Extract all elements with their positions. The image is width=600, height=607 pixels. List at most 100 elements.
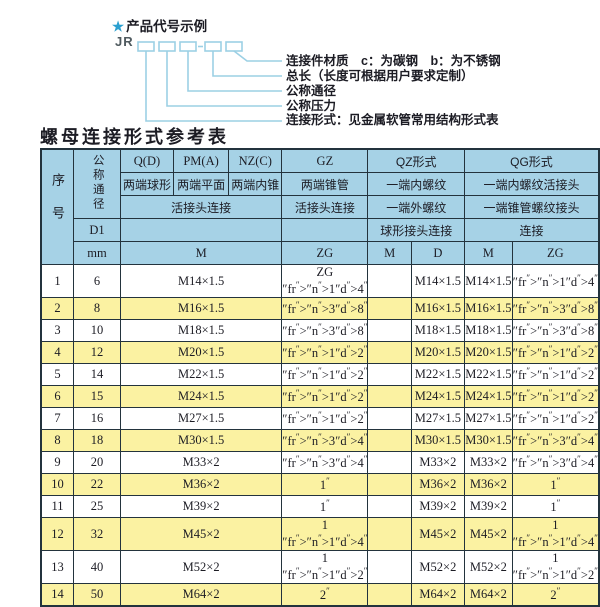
qg-m-value: M22×1.5 <box>463 363 513 386</box>
qg-zg-value: ″fr″>″n″>1″d″>4″ <box>511 264 600 298</box>
gz-zg-value: ″fr″>″n″>3″d″>4″ <box>281 451 369 474</box>
code-box <box>225 41 243 52</box>
row-number: 14 <box>40 583 74 607</box>
gz-zg-value: ″fr″>″n″>1″d″>2″ <box>281 407 369 430</box>
diagram-label-connection: 连接形式：见金属软管常用结构形式表 <box>286 113 499 127</box>
table-row: 1 6 M14×1.5 ZG ″fr″>″n″>1″d″>4″ M14×1.5 M14×1… <box>40 264 600 298</box>
product-code-heading: ★ 产品代号示例 <box>112 15 207 35</box>
header-col-qz-d: D <box>410 241 465 265</box>
m-thread-value: M64×2 <box>119 583 283 607</box>
header-group-gz: GZ <box>281 148 369 173</box>
pointer-line <box>187 51 282 92</box>
header-col-m: M <box>119 241 283 265</box>
nominal-diameter-value: 12 <box>72 341 121 364</box>
table-row: 3 10 M18×1.5 ″fr″>″n″>3″d″>8″ M18×1.5 M18×1.5… <box>40 319 600 342</box>
table-row: 6 15 M24×1.5 ″fr″>″n″>1″d″>2″ M24×1.5 M24×1.5… <box>40 385 600 408</box>
header-unit-mm: mm <box>72 241 121 265</box>
row-number: 11 <box>40 495 74 518</box>
gz-zg-value: ″fr″>″n″>1″d″>2″ <box>281 385 369 408</box>
pointer-line <box>145 51 282 122</box>
pointer-line <box>212 51 282 77</box>
qz-d-value: M64×2 <box>410 583 465 607</box>
qz-m-value <box>367 264 412 298</box>
header-group-nzc: NZ(C) <box>228 148 283 173</box>
table-row: 2 8 M16×1.5 ″fr″>″n″>3″d″>8″ M16×1.5 M16×1.5 ″… <box>40 297 600 320</box>
nominal-diameter-value: 20 <box>72 451 121 474</box>
qz-d-value: M24×1.5 <box>410 385 465 408</box>
nominal-diameter-value: 6 <box>72 264 121 298</box>
qz-m-value <box>367 363 412 386</box>
table-row: 12 32 M45×2 1 ″fr″>″n″>1″d″>4″ M45×2 M45×2 1 ″… <box>40 517 600 551</box>
row-number: 12 <box>40 517 74 551</box>
qg-zg-value: 1 ″fr″>″n″>1″d″>2″ <box>511 550 600 584</box>
diagram-label-material: 连接件材质 c：为碳钢 b：为不锈钢 <box>286 54 501 68</box>
gz-zg-value: ″fr″>″n″>1″d″>2″ <box>281 363 369 386</box>
qz-m-value <box>367 451 412 474</box>
table-row: 4 12 M20×1.5 ″fr″>″n″>1″d″>2″ M20×1.5 M20×1.5… <box>40 341 600 364</box>
table-row: 7 16 M27×1.5 ″fr″>″n″>1″d″>2″ M27×1.5 M27×1.5… <box>40 407 600 430</box>
m-thread-value: M45×2 <box>119 517 283 551</box>
code-box <box>158 41 176 52</box>
nut-connection-table: 序号 公称通径 Q(D) PM(A) NZ(C) GZ QZ形式 QG形式 两端… <box>40 148 600 607</box>
header-col-qg-zg: ZG <box>511 241 600 265</box>
m-thread-value: M20×1.5 <box>119 341 283 364</box>
row-number: 1 <box>40 264 74 298</box>
table-header: 序号 公称通径 Q(D) PM(A) NZ(C) GZ QZ形式 QG形式 两端… <box>40 148 600 265</box>
m-thread-value: M16×1.5 <box>119 297 283 320</box>
table-row: 9 20 M33×2 ″fr″>″n″>3″d″>4″ M33×2 M33×2 ″fr″>″… <box>40 451 600 474</box>
row-number: 5 <box>40 363 74 386</box>
m-thread-value: M30×1.5 <box>119 429 283 452</box>
row-number: 2 <box>40 297 74 320</box>
m-thread-value: M14×1.5 <box>119 264 283 298</box>
m-thread-value: M36×2 <box>119 473 283 496</box>
header-col-qg-m: M <box>463 241 513 265</box>
qg-zg-value: ″fr″>″n″>3″d″>4″ <box>511 429 600 452</box>
qz-m-value <box>367 583 412 607</box>
gz-zg-value: ″fr″>″n″>3″d″>8″ <box>281 319 369 342</box>
gz-zg-value: ″fr″>″n″>3″d″>4″ <box>281 429 369 452</box>
gz-zg-value: 1 ″fr″>″n″>1″d″>4″ <box>281 517 369 551</box>
code-box <box>179 41 197 52</box>
row-number: 9 <box>40 451 74 474</box>
qz-d-value: M18×1.5 <box>410 319 465 342</box>
nominal-diameter-value: 10 <box>72 319 121 342</box>
gz-zg-value: ZG ″fr″>″n″>1″d″>4″ <box>281 264 369 298</box>
qg-zg-value: ″fr″>″n″>1″d″>2″ <box>511 407 600 430</box>
gz-zg-value: 1 ″fr″>″n″>1″d″>2″ <box>281 550 369 584</box>
header-empty-cell <box>119 218 283 242</box>
m-thread-value: M24×1.5 <box>119 385 283 408</box>
qg-zg-value: ″fr″>″n″>3″d″>4″ <box>511 451 600 474</box>
table-title: 螺母连接形式参考表 <box>40 127 229 147</box>
qg-zg-value: ″fr″>″n″>1″d″>2″ <box>511 363 600 386</box>
nominal-diameter-value: 16 <box>72 407 121 430</box>
qg-zg-value: 1″ <box>511 473 600 496</box>
star-icon: ★ <box>112 19 125 34</box>
gz-zg-value: 1″ <box>281 495 369 518</box>
m-thread-value: M27×1.5 <box>119 407 283 430</box>
m-thread-value: M18×1.5 <box>119 319 283 342</box>
qz-d-value: M30×1.5 <box>410 429 465 452</box>
header-connection-qg: 一端锥管螺纹接头 <box>463 195 600 219</box>
qg-m-value: M14×1.5 <box>463 264 513 298</box>
qz-m-value <box>367 341 412 364</box>
qz-m-value <box>367 495 412 518</box>
product-code-diagram <box>137 41 282 122</box>
header-subconnection-qg: 连接 <box>463 218 600 242</box>
nominal-diameter-value: 25 <box>72 495 121 518</box>
code-box <box>137 41 155 52</box>
row-number: 8 <box>40 429 74 452</box>
qz-d-value: M33×2 <box>410 451 465 474</box>
nominal-diameter-value: 50 <box>72 583 121 607</box>
qg-zg-value: 1″ <box>511 495 600 518</box>
code-box <box>204 41 222 52</box>
qg-m-value: M36×2 <box>463 473 513 496</box>
gz-zg-value: 1″ <box>281 473 369 496</box>
header-group-qd: Q(D) <box>119 148 174 173</box>
qz-d-value: M45×2 <box>410 517 465 551</box>
header-style-qz: 一端内螺纹 <box>367 172 465 196</box>
header-d1: D1 <box>72 218 121 242</box>
qg-zg-value: ″fr″>″n″>3″d″>8″ <box>511 319 600 342</box>
diagram-label-length: 总长（长度可根据用户要求定制） <box>286 69 474 83</box>
header-connection-qz: 一端外螺纹 <box>367 195 465 219</box>
nominal-diameter-value: 14 <box>72 363 121 386</box>
